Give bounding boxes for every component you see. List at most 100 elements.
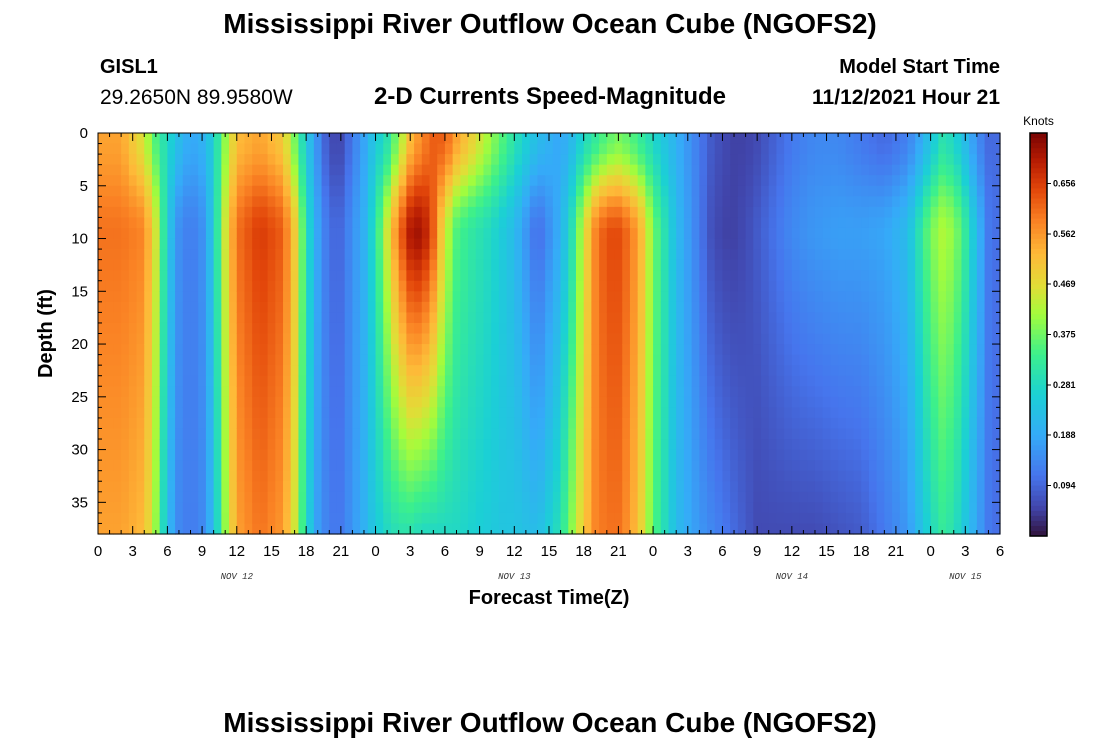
heatmap-cell bbox=[807, 301, 816, 313]
heatmap-cell bbox=[182, 428, 192, 440]
heatmap-cell bbox=[390, 312, 400, 324]
heatmap-cell bbox=[344, 164, 354, 176]
heatmap-cell bbox=[992, 291, 1001, 303]
heatmap-cell bbox=[907, 375, 916, 387]
heatmap-cell bbox=[799, 365, 808, 377]
heatmap-cell bbox=[336, 280, 346, 292]
heatmap-cell bbox=[529, 491, 539, 503]
heatmap-cell bbox=[976, 164, 986, 176]
heatmap-cell bbox=[175, 502, 184, 514]
heatmap-cell bbox=[915, 460, 924, 472]
heatmap-cell bbox=[876, 301, 885, 313]
heatmap-cell bbox=[969, 206, 978, 219]
heatmap-cell bbox=[768, 301, 778, 313]
heatmap-cell bbox=[275, 312, 284, 324]
heatmap-cell bbox=[784, 249, 793, 261]
heatmap-cell bbox=[599, 439, 608, 451]
heatmap-cell bbox=[113, 333, 122, 345]
heatmap-cell bbox=[984, 333, 993, 345]
heatmap-cell bbox=[344, 512, 354, 525]
heatmap-cell bbox=[229, 375, 238, 387]
heatmap-cell bbox=[283, 143, 292, 155]
heatmap-cell bbox=[483, 217, 492, 229]
heatmap-cell bbox=[853, 365, 862, 377]
heatmap-cell bbox=[283, 249, 292, 261]
heatmap-cell bbox=[205, 206, 215, 219]
heatmap-cell bbox=[737, 143, 747, 155]
heatmap-cell bbox=[144, 270, 153, 282]
heatmap-cell bbox=[329, 491, 338, 503]
heatmap-cell bbox=[776, 312, 785, 324]
heatmap-cell bbox=[306, 491, 315, 503]
heatmap-cell bbox=[498, 365, 508, 377]
heatmap-cell bbox=[514, 217, 523, 229]
heatmap-cell bbox=[175, 322, 184, 335]
heatmap-cell bbox=[868, 491, 878, 503]
heatmap-cell bbox=[575, 301, 585, 313]
heatmap-cell bbox=[205, 227, 215, 240]
heatmap-cell bbox=[992, 175, 1001, 187]
heatmap-cell bbox=[421, 470, 431, 482]
heatmap-cell bbox=[321, 333, 330, 345]
heatmap-cell bbox=[714, 312, 724, 324]
heatmap-cell bbox=[545, 470, 554, 482]
heatmap-cell bbox=[691, 460, 700, 472]
heatmap-cell bbox=[984, 291, 993, 303]
heatmap-cell bbox=[475, 164, 485, 176]
heatmap-cell bbox=[167, 280, 176, 292]
heatmap-cell bbox=[429, 481, 438, 493]
heatmap-cell bbox=[938, 291, 947, 303]
heatmap-cell bbox=[159, 154, 168, 166]
heatmap-cell bbox=[830, 460, 839, 472]
heatmap-cell bbox=[275, 175, 284, 187]
heatmap-cell bbox=[583, 196, 592, 208]
x-tick-label: 15 bbox=[263, 543, 280, 560]
heatmap-cell bbox=[845, 386, 855, 398]
heatmap-cell bbox=[976, 333, 986, 345]
heatmap-cell bbox=[159, 449, 168, 461]
heatmap-cell bbox=[498, 417, 508, 430]
heatmap-cell bbox=[244, 249, 253, 261]
heatmap-cell bbox=[221, 196, 230, 208]
heatmap-cell bbox=[306, 523, 315, 535]
heatmap-cell bbox=[167, 227, 176, 240]
heatmap-cell bbox=[144, 407, 153, 419]
heatmap-cell bbox=[992, 333, 1001, 345]
heatmap-cell bbox=[182, 481, 192, 493]
heatmap-cell bbox=[498, 502, 508, 514]
heatmap-cell bbox=[992, 417, 1001, 430]
heatmap-cell bbox=[722, 439, 731, 451]
heatmap-cell bbox=[714, 301, 724, 313]
heatmap-cell bbox=[737, 365, 747, 377]
heatmap-cell bbox=[637, 396, 646, 408]
heatmap-cell bbox=[367, 491, 377, 503]
heatmap-cell bbox=[660, 249, 670, 261]
heatmap-cell bbox=[491, 396, 500, 408]
heatmap-cell bbox=[182, 523, 192, 535]
heatmap-cell bbox=[429, 417, 438, 430]
heatmap-cell bbox=[629, 270, 639, 282]
heatmap-cell bbox=[691, 270, 700, 282]
heatmap-cell bbox=[136, 354, 145, 366]
heatmap-cell bbox=[121, 375, 130, 387]
heatmap-cell bbox=[946, 322, 955, 335]
heatmap-cell bbox=[737, 449, 747, 461]
heatmap-cell bbox=[969, 439, 978, 451]
heatmap-cell bbox=[660, 196, 670, 208]
heatmap-cell bbox=[498, 491, 508, 503]
heatmap-cell bbox=[645, 491, 654, 503]
colorbar-band bbox=[1030, 148, 1047, 154]
heatmap-cell bbox=[306, 249, 315, 261]
heatmap-cell bbox=[722, 164, 731, 176]
heatmap-cell bbox=[121, 143, 130, 155]
heatmap-cell bbox=[784, 523, 793, 535]
heatmap-cell bbox=[568, 512, 577, 525]
heatmap-cell bbox=[814, 523, 824, 535]
heatmap-cell bbox=[506, 481, 515, 493]
heatmap-cell bbox=[475, 470, 485, 482]
heatmap-cell bbox=[575, 386, 585, 398]
heatmap-cell bbox=[629, 217, 639, 229]
heatmap-cell bbox=[969, 301, 978, 313]
heatmap-cell bbox=[768, 185, 778, 197]
model-start-value: 11/12/2021 Hour 21 bbox=[812, 86, 1000, 109]
